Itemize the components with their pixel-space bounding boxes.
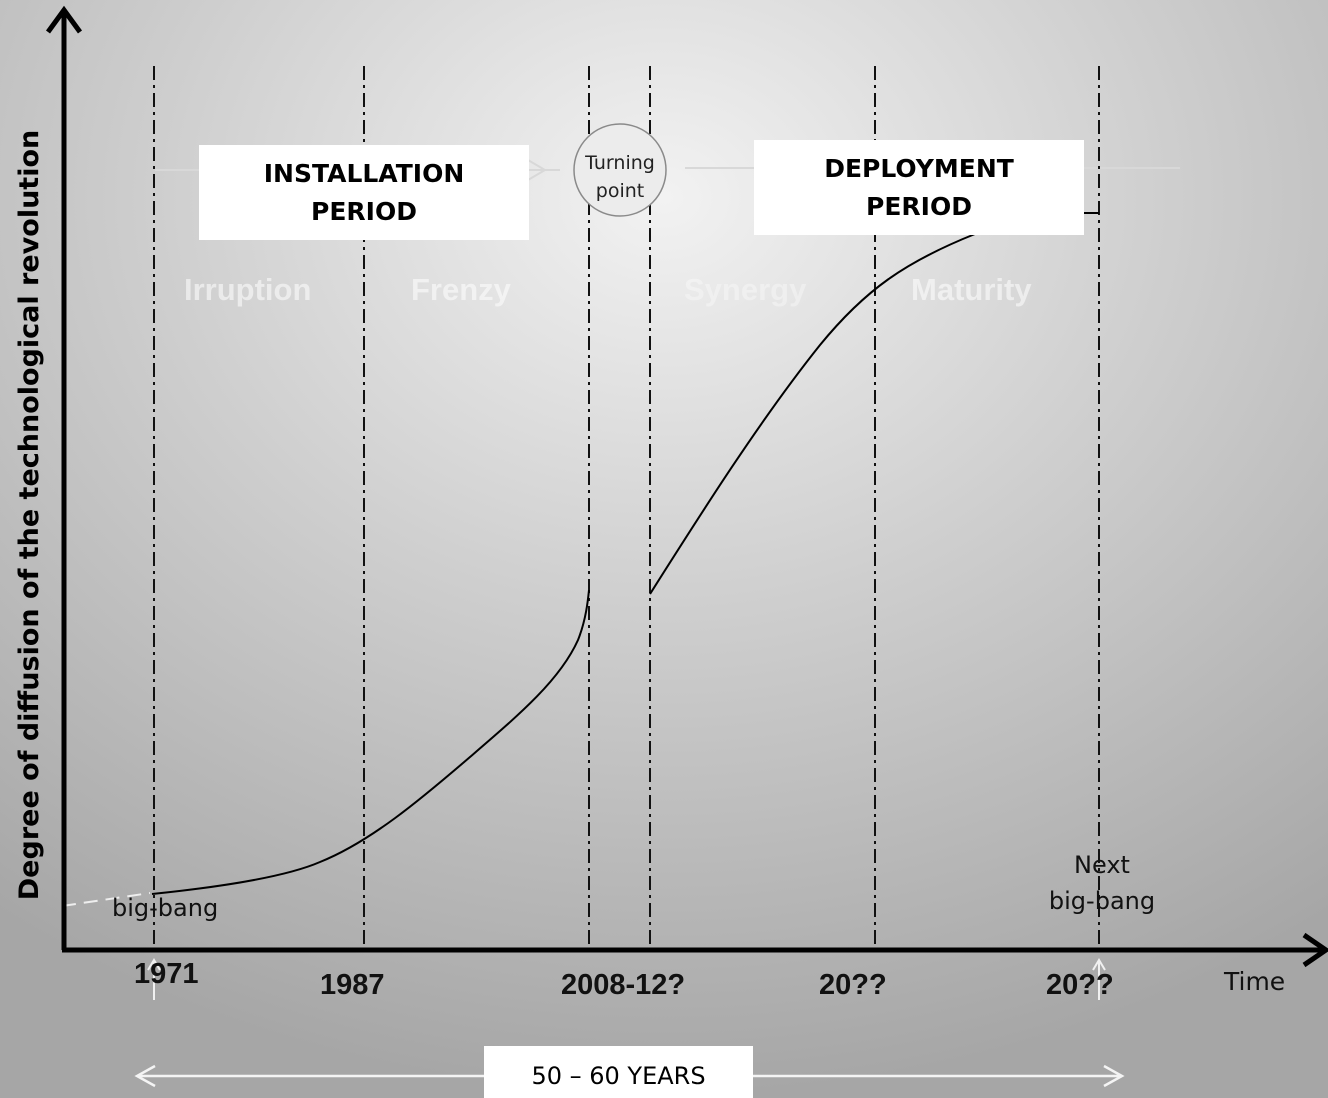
next-big-bang-marker-head [1092,958,1106,971]
year-20xx-a: 20?? [819,969,887,1001]
phase-irruption: Irruption [184,272,312,307]
big-bang-marker-head [147,958,161,971]
duration-arrowhead-left [134,1064,156,1088]
year-1987: 1987 [320,969,385,1001]
duration-box: 50 – 60 YEARS [484,1046,753,1098]
phase-maturity: Maturity [911,272,1032,307]
big-bang-label: big-bang [112,894,219,922]
y-axis-arrowhead [45,5,83,34]
deployment-period-label: DEPLOYMENT PERIOD [824,154,1014,221]
installation-period-box: INSTALLATION PERIOD [199,145,529,240]
installation-curve [151,589,590,895]
year-1971: 1971 [134,958,199,990]
x-axis-arrowhead [1302,932,1328,968]
y-axis-label: Degree of diffusion of the technological… [13,129,45,901]
year-2008-12: 2008-12? [561,969,686,1001]
turning-point-circle [573,123,667,217]
deployment-curve [649,233,976,595]
x-axis-label: Time [1224,967,1286,996]
deployment-period-box: DEPLOYMENT PERIOD [754,140,1084,235]
flow-arrowhead-installation [527,159,547,181]
next-big-bang-label: Next big-bang [1048,851,1156,915]
curve-lead-in [61,892,151,907]
phase-synergy: Synergy [684,272,807,307]
duration-label: 50 – 60 YEARS [531,1062,706,1090]
turning-point-label: Turning point [585,152,655,202]
phase-frenzy: Frenzy [411,272,511,307]
year-20xx-b: 20?? [1046,969,1114,1001]
duration-arrowhead-right [1103,1064,1125,1088]
installation-period-label: INSTALLATION PERIOD [263,159,465,226]
